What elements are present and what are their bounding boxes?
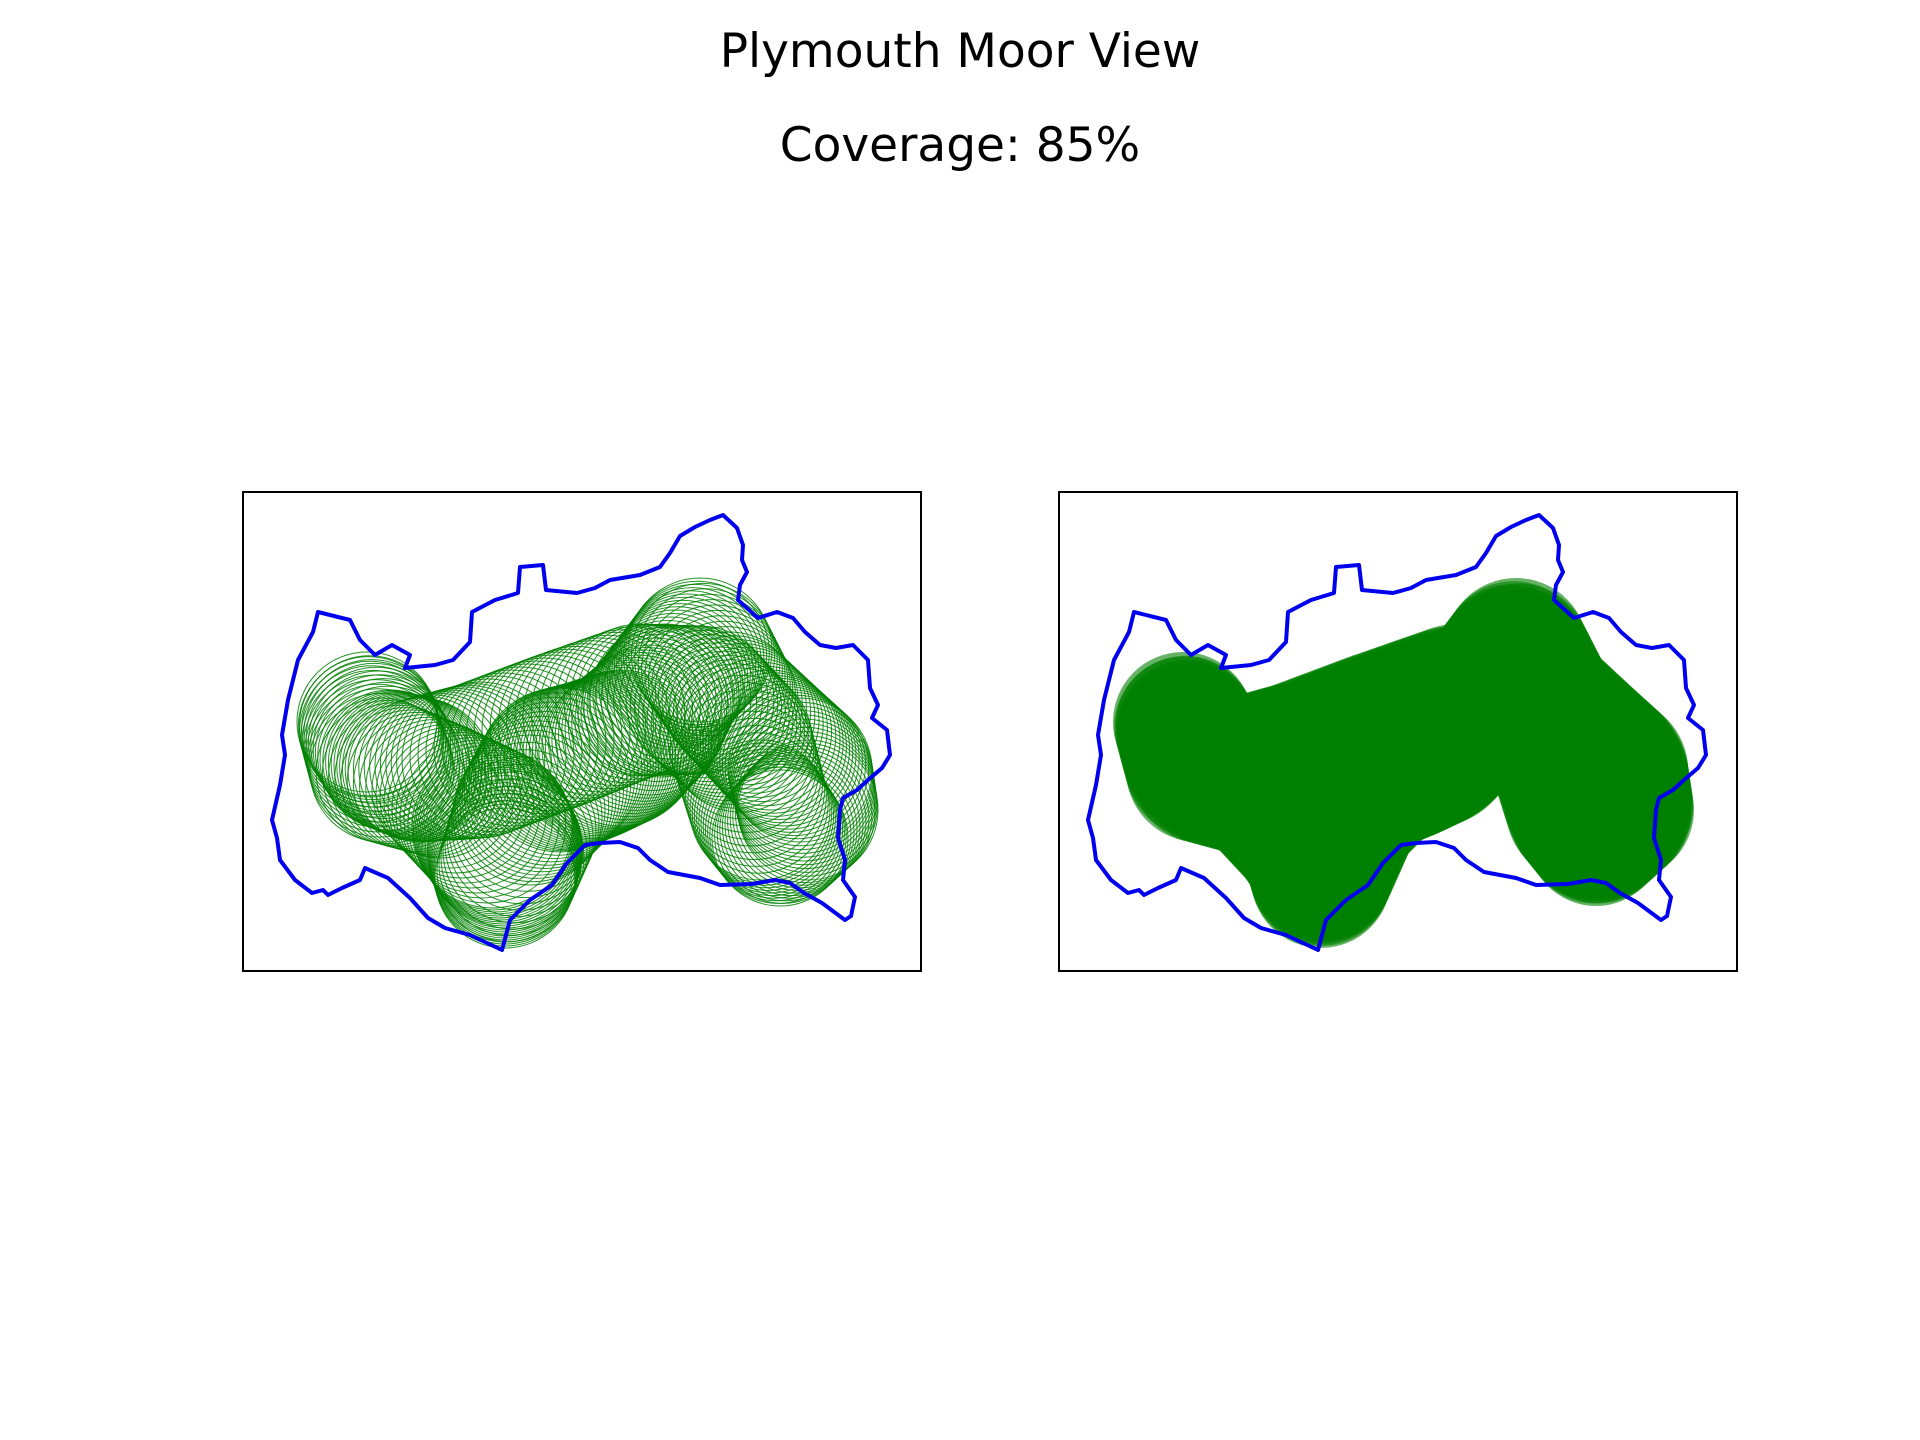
map-panel-left [242,491,922,972]
coverage-subtitle: Coverage: 85% [779,118,1141,173]
figure-title: Plymouth Moor View [719,24,1201,79]
map-panel-right [1058,491,1738,972]
